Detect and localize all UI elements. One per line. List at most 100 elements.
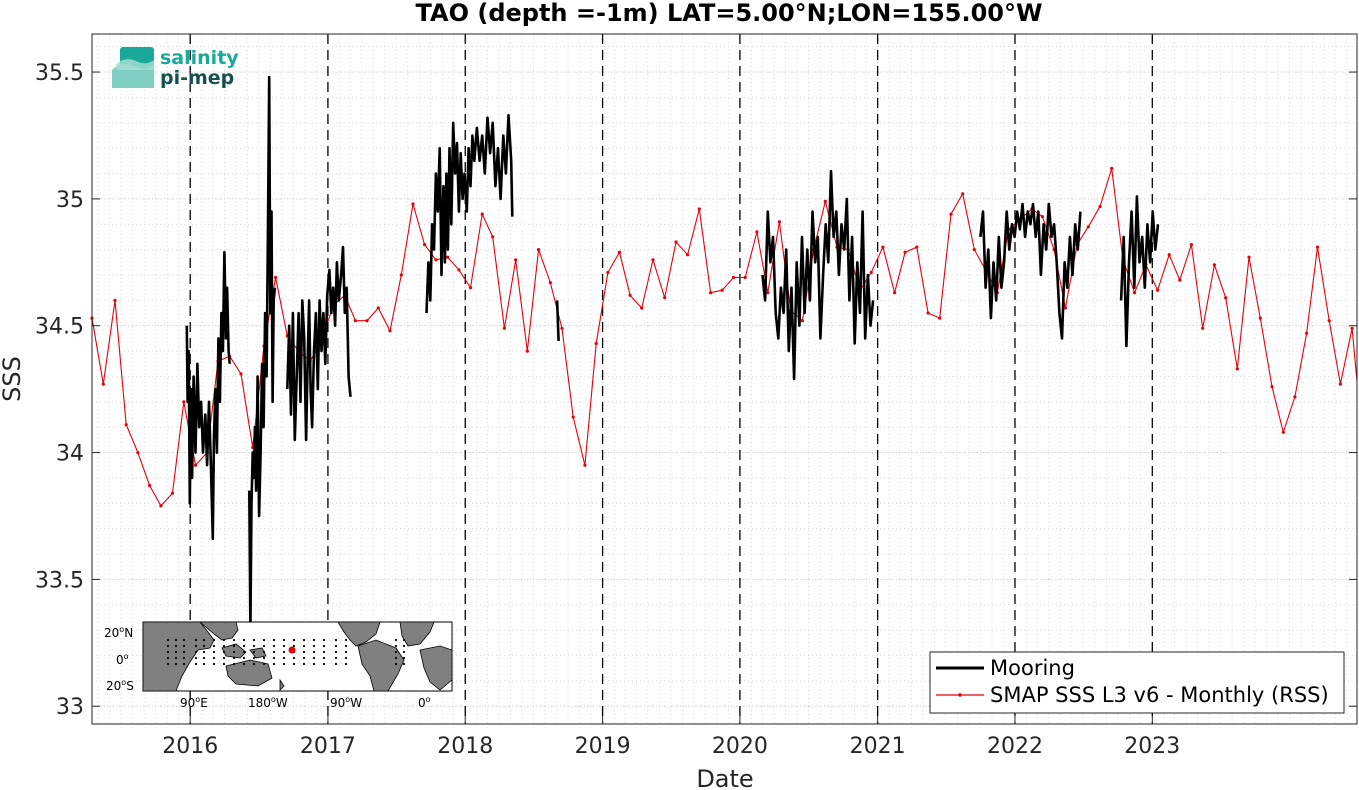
map-mooring-dot bbox=[394, 644, 398, 648]
svg-text:0o: 0o bbox=[418, 695, 431, 710]
smap-point bbox=[926, 311, 930, 315]
map-mooring-dot bbox=[334, 638, 338, 642]
smap-point bbox=[617, 250, 622, 254]
lon-degree-0: o bbox=[426, 695, 431, 704]
map-mooring-dot bbox=[194, 656, 198, 660]
map-mooring-dot bbox=[232, 656, 236, 660]
lon-hemi-180w: W bbox=[276, 696, 288, 710]
smap-point bbox=[514, 258, 518, 262]
smap-point bbox=[1178, 278, 1182, 282]
chart-title: TAO (depth =-1m) LAT=5.00°N;LON=155.00°W bbox=[416, 0, 1043, 27]
smap-point bbox=[159, 504, 163, 508]
y-tick-label: 34.5 bbox=[35, 315, 84, 340]
map-mooring-dot bbox=[322, 638, 326, 642]
smap-point bbox=[674, 240, 678, 244]
map-mooring-dot bbox=[394, 638, 398, 642]
inset-map: 20oN 0o 20oS 90oE 180oW 90oW 0o bbox=[104, 621, 453, 710]
smap-point bbox=[411, 202, 415, 206]
map-mooring-dot bbox=[202, 662, 206, 666]
svg-text:90oW: 90oW bbox=[330, 695, 362, 710]
map-mooring-dot bbox=[222, 650, 226, 654]
plot-area bbox=[90, 33, 1358, 725]
mooring-segment bbox=[286, 245, 352, 442]
smap-point bbox=[388, 329, 392, 333]
smap-point bbox=[353, 319, 357, 323]
map-mooring-dot bbox=[242, 656, 246, 660]
legend-marker-smap bbox=[958, 693, 962, 697]
map-mooring-dot bbox=[282, 644, 286, 648]
x-axis-label: Date bbox=[696, 765, 753, 790]
y-tick-label: 35 bbox=[56, 188, 84, 213]
map-mooring-dot bbox=[194, 662, 198, 666]
mooring-segment bbox=[761, 169, 875, 381]
y-tick-label: 34 bbox=[56, 442, 84, 467]
smap-point bbox=[915, 245, 919, 249]
map-mooring-dot bbox=[252, 638, 256, 642]
smap-point bbox=[239, 372, 243, 376]
map-mooring-dot bbox=[232, 662, 236, 666]
map-mooring-dot bbox=[334, 644, 338, 648]
smap-point bbox=[731, 275, 736, 280]
smap-point bbox=[1293, 395, 1297, 399]
plot-frame bbox=[91, 33, 1358, 725]
lat-hemi-20n: N bbox=[124, 626, 133, 640]
map-mooring-dot bbox=[202, 638, 206, 642]
smap-point bbox=[434, 258, 438, 262]
y-tick-label: 33 bbox=[56, 695, 84, 720]
x-tick-label: 2023 bbox=[1124, 734, 1180, 759]
smap-point bbox=[1201, 326, 1205, 330]
series-mooring bbox=[185, 75, 1160, 632]
smap-point bbox=[697, 207, 701, 211]
map-mooring-dot bbox=[312, 644, 316, 648]
smap-point bbox=[903, 250, 907, 254]
map-mooring-dot bbox=[272, 662, 276, 666]
y-tick-label: 35.5 bbox=[35, 61, 84, 86]
map-mooring-dot bbox=[322, 656, 326, 660]
smap-point bbox=[1167, 253, 1171, 257]
smap-point bbox=[101, 382, 105, 386]
svg-text:0o: 0o bbox=[116, 652, 129, 667]
map-mooring-dot bbox=[394, 650, 398, 654]
smap-point bbox=[1156, 288, 1160, 292]
smap-point bbox=[124, 423, 128, 427]
map-mooring-dot bbox=[252, 644, 256, 648]
smap-point bbox=[583, 463, 587, 467]
smap-point bbox=[193, 463, 198, 467]
smap-point bbox=[182, 400, 186, 404]
smap-point bbox=[365, 319, 369, 323]
smap-point bbox=[663, 296, 667, 300]
smap-point bbox=[1110, 166, 1114, 170]
map-mooring-dot bbox=[302, 662, 306, 666]
x-tick-label: 2018 bbox=[437, 734, 493, 759]
smap-point bbox=[686, 253, 690, 257]
smap-point bbox=[651, 258, 655, 262]
map-mooring-dot bbox=[272, 644, 276, 648]
map-mooring-dot bbox=[282, 656, 286, 660]
smap-point bbox=[628, 293, 632, 297]
map-mooring-dot bbox=[302, 644, 306, 648]
x-tick-label: 2017 bbox=[300, 734, 356, 759]
legend: Mooring SMAP SSS L3 v6 - Monthly (RSS) bbox=[929, 651, 1345, 714]
map-mooring-dot bbox=[322, 662, 326, 666]
map-mooring-dot bbox=[302, 638, 306, 642]
smap-point bbox=[777, 220, 782, 224]
map-mooring-dot bbox=[232, 644, 236, 648]
map-lat-labels: 20oN 0o 20oS bbox=[104, 625, 134, 693]
smap-point bbox=[423, 243, 427, 247]
smap-point bbox=[1327, 319, 1331, 323]
map-mooring-dot bbox=[334, 656, 338, 660]
smap-point bbox=[938, 316, 942, 320]
map-mooring-dot bbox=[262, 662, 266, 666]
map-mooring-dot bbox=[242, 644, 246, 648]
smap-point bbox=[755, 230, 759, 234]
map-mooring-dot bbox=[312, 662, 316, 666]
map-mooring-dot bbox=[174, 644, 178, 648]
map-mooring-dot bbox=[212, 656, 216, 660]
map-mooring-dot bbox=[402, 656, 406, 660]
map-mooring-dot bbox=[344, 638, 348, 642]
map-mooring-dot bbox=[402, 650, 406, 654]
map-mooring-dot bbox=[394, 656, 398, 660]
map-mooring-dot bbox=[222, 662, 226, 666]
map-mooring-dot bbox=[194, 644, 198, 648]
map-mooring-dot bbox=[262, 650, 266, 654]
